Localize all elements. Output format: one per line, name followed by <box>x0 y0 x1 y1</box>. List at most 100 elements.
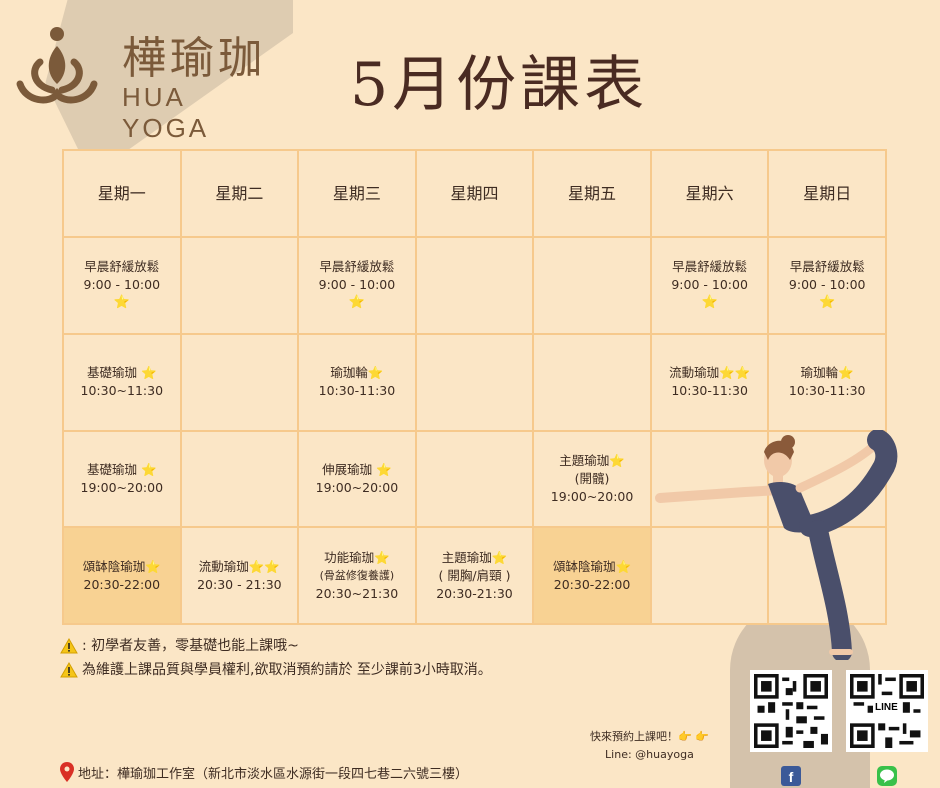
class-slot-line: 主題瑜珈⭐ <box>559 452 625 468</box>
class-slot-line: 頌缽陰瑜珈⭐ <box>553 558 632 574</box>
class-slot-line: (骨盆修復養護) <box>319 568 395 582</box>
class-slot-line: 10:30~11:30 <box>80 383 164 399</box>
address: 地址：樺瑜珈工作室（新北市淡水區水源街一段四七巷二六號三樓） <box>60 762 468 782</box>
class-slot[interactable]: 頌缽陰瑜珈⭐ 20:30-22:00 <box>64 528 180 623</box>
star-icon: ⭐ <box>113 295 130 311</box>
class-slot[interactable]: 瑜珈輪⭐ 10:30-11:30 <box>299 334 415 430</box>
class-slot-line: 20:30 - 21:30 <box>197 576 282 592</box>
class-slot-line: 10:30-11:30 <box>318 383 396 399</box>
class-slot-line: 9:00 - 10:00 <box>318 277 396 293</box>
class-slot-line: 瑜珈輪⭐ <box>330 365 384 381</box>
line-id[interactable]: Line: @huayoga <box>605 748 694 761</box>
class-slot-line: 流動瑜珈⭐⭐ <box>669 365 751 381</box>
class-slot-line: 早晨舒緩放鬆 <box>789 259 865 275</box>
warning-icon <box>60 662 78 678</box>
qr-code-icon <box>754 674 828 748</box>
qr-code-facebook[interactable] <box>750 670 832 752</box>
class-slot-line: 20:30-22:00 <box>553 576 631 592</box>
class-slot-line: 20:30-22:00 <box>83 576 161 592</box>
lotus-icon <box>16 27 98 104</box>
class-slot-line: 頌缽陰瑜珈⭐ <box>82 558 161 574</box>
class-slot-line: ( 開胸/肩頸 ) <box>438 567 511 583</box>
class-slot-line: 20:30-21:30 <box>436 585 513 601</box>
empty-slot <box>416 431 533 527</box>
class-slot[interactable]: 早晨舒緩放鬆 9:00 - 10:00 ⭐ <box>299 238 415 333</box>
note-text: 為維護上課品質與學員權利,欲取消預約請於 至少課前3小時取消。 <box>82 662 492 678</box>
notes: : 初學者友善，零基礎也能上課哦~ 為維護上課品質與學員權利,欲取消預約請於 至… <box>60 634 492 682</box>
class-slot[interactable]: 主題瑜珈⭐ (開髖) 19:00~20:00 <box>534 431 650 527</box>
empty-slot <box>181 238 298 333</box>
class-slot-line: 10:30-11:30 <box>671 383 748 399</box>
class-slot-line: 9:00 - 10:00 <box>788 277 866 293</box>
class-slot-line: 19:00~20:00 <box>550 488 634 504</box>
day-header: 星期三 <box>299 151 415 236</box>
class-slot[interactable]: 功能瑜珈⭐ (骨盆修復養護) 20:30~21:30 <box>299 528 415 623</box>
booking-cta: 快來預約上課吧！👉 👉 <box>590 730 709 743</box>
empty-slot <box>416 238 533 333</box>
class-slot-line: 早晨舒緩放鬆 <box>319 259 395 275</box>
day-header: 星期四 <box>416 151 533 236</box>
class-slot-line: 基礎瑜珈 ⭐ <box>87 461 157 477</box>
day-header: 星期六 <box>651 151 768 236</box>
empty-slot <box>181 334 298 430</box>
class-slot[interactable]: 主題瑜珈⭐ ( 開胸/肩頸 ) 20:30-21:30 <box>416 528 533 623</box>
page-title: 5月份課表 <box>350 50 649 120</box>
empty-slot <box>181 431 298 527</box>
class-slot-line: 9:00 - 10:00 <box>671 277 748 293</box>
empty-slot <box>416 334 533 430</box>
class-slot-line: 19:00~20:00 <box>315 479 399 495</box>
facebook-icon[interactable]: f <box>781 766 801 786</box>
class-slot-line: 早晨舒緩放鬆 <box>672 259 748 275</box>
brand-logo: 樺瑜珈 HUA YOGA <box>12 18 272 143</box>
note-text: : 初學者友善，零基礎也能上課哦~ <box>82 638 299 654</box>
line-app-icon[interactable] <box>877 766 897 786</box>
class-slot[interactable]: 頌缽陰瑜珈⭐ 20:30-22:00 <box>534 528 650 623</box>
booking-info: 快來預約上課吧！👉 👉 Line: @huayoga <box>590 728 709 764</box>
brand-name-zh: 樺瑜珈 <box>122 33 266 84</box>
class-slot[interactable]: 早晨舒緩放鬆 9:00 - 10:00 ⭐ <box>651 238 768 333</box>
class-slot-line: 主題瑜珈⭐ <box>441 549 508 565</box>
class-slot-line: 10:30-11:30 <box>788 383 866 399</box>
day-header: 星期五 <box>534 151 650 236</box>
class-slot-line: 瑜珈輪⭐ <box>800 365 854 381</box>
class-slot-line: (開髖) <box>574 470 610 486</box>
empty-slot <box>651 528 768 623</box>
class-slot[interactable]: 伸展瑜珈 ⭐ 19:00~20:00 <box>299 431 415 527</box>
chat-bubble-icon <box>880 769 894 783</box>
address-text: 地址：樺瑜珈工作室（新北市淡水區水源街一段四七巷二六號三樓） <box>78 766 469 782</box>
star-icon: ⭐ <box>701 295 718 311</box>
class-slot-line: 早晨舒緩放鬆 <box>84 259 160 275</box>
day-header: 星期二 <box>181 151 298 236</box>
class-slot[interactable]: 早晨舒緩放鬆 9:00 - 10:00 ⭐ <box>64 238 180 333</box>
class-slot[interactable]: 基礎瑜珈 ⭐ 10:30~11:30 <box>64 334 180 430</box>
empty-slot <box>651 431 768 527</box>
class-slot-line: 伸展瑜珈 ⭐ <box>322 461 392 477</box>
star-icon: ⭐ <box>348 295 366 311</box>
qr-code-line[interactable]: LINE <box>846 670 928 752</box>
empty-slot <box>534 238 650 333</box>
yoga-pose-illustration <box>655 430 898 660</box>
class-slot-line: 功能瑜珈⭐ <box>324 549 390 565</box>
empty-slot <box>534 334 650 430</box>
brand-name-en: HUA YOGA <box>122 82 210 143</box>
day-header: 星期日 <box>769 151 885 236</box>
class-slot-line: 流動瑜珈⭐⭐ <box>198 558 280 574</box>
class-slot-line: 19:00~20:00 <box>80 479 164 495</box>
class-slot[interactable]: 早晨舒緩放鬆 9:00 - 10:00 ⭐ <box>769 238 885 333</box>
note-row: 為維護上課品質與學員權利,欲取消預約請於 至少課前3小時取消。 <box>60 658 492 682</box>
class-slot-line: 20:30~21:30 <box>315 585 399 601</box>
note-row: : 初學者友善，零基礎也能上課哦~ <box>60 634 492 658</box>
location-pin-icon <box>60 762 74 782</box>
class-slot[interactable]: 瑜珈輪⭐ 10:30-11:30 <box>769 334 885 430</box>
class-schedule-table: 星期一 星期二 星期三 星期四 星期五 星期六 星期日早晨舒緩放鬆 9:00 - 10:00 ⭐… <box>62 149 887 625</box>
warning-icon <box>60 638 78 654</box>
day-header: 星期一 <box>64 151 180 236</box>
class-slot[interactable]: 流動瑜珈⭐⭐ 20:30 - 21:30 <box>181 528 298 623</box>
class-slot[interactable]: 基礎瑜珈 ⭐ 19:00~20:00 <box>64 431 180 527</box>
qr-line-label: LINE <box>873 702 900 713</box>
class-slot[interactable]: 流動瑜珈⭐⭐ 10:30-11:30 <box>651 334 768 430</box>
qr-code-icon <box>850 674 924 748</box>
star-icon: ⭐ <box>819 295 836 311</box>
class-slot-line: 9:00 - 10:00 <box>83 277 161 293</box>
class-slot-line: 基礎瑜珈 ⭐ <box>87 365 157 381</box>
